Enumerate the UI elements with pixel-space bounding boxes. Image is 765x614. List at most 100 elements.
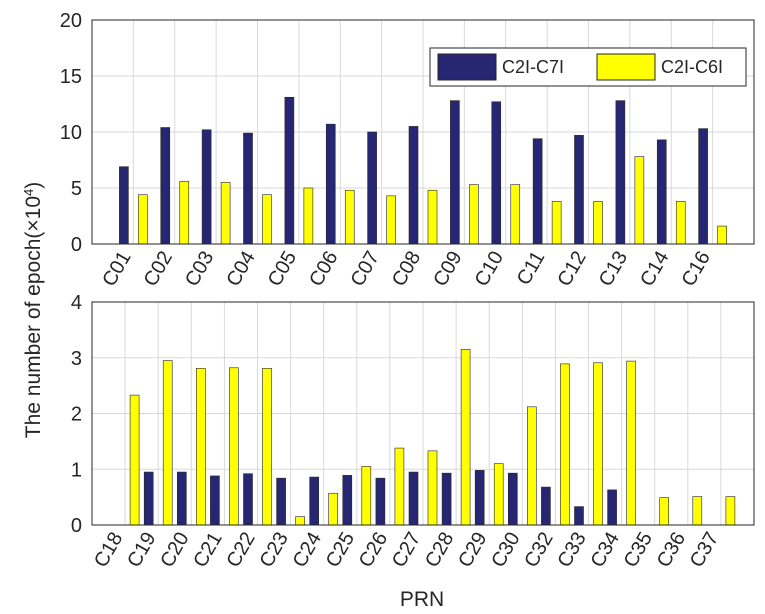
top-bar-series2 bbox=[551, 201, 562, 245]
legend-swatch-series2 bbox=[596, 53, 656, 81]
top-bar-series2 bbox=[386, 195, 396, 245]
bottom-xtick-label: C26 bbox=[355, 529, 392, 572]
y-axis-title-base: The number of epoch(×10 bbox=[22, 196, 45, 438]
bottom-bar-series2 bbox=[593, 362, 603, 526]
top-bar-series2 bbox=[344, 189, 355, 245]
top-bar-series1 bbox=[615, 100, 626, 245]
bottom-panel: 0 1 2 3 4 C18C19C20C21C22C23C24C25C26C27C28C2… bbox=[71, 292, 755, 572]
bottom-xtick-label: C25 bbox=[322, 529, 359, 572]
bottom-bar-series2 bbox=[493, 463, 504, 526]
top-bar-series1 bbox=[491, 101, 502, 245]
bottom-bar-series2 bbox=[162, 360, 173, 526]
legend-swatch-series1 bbox=[437, 53, 497, 81]
top-bar-series2 bbox=[427, 189, 438, 245]
top-xtick-label: C10 bbox=[471, 248, 508, 291]
bottom-xtick-label: C20 bbox=[156, 529, 193, 572]
top-bar-series2 bbox=[675, 201, 686, 245]
top-ytick-label: 0 bbox=[71, 234, 82, 256]
bottom-bar-series1 bbox=[607, 489, 617, 526]
legend-label-series2: C2I-C6I bbox=[661, 57, 723, 77]
top-xtick-label: C14 bbox=[636, 248, 673, 291]
top-xtick-label: C03 bbox=[181, 248, 218, 291]
bottom-bar-series1 bbox=[210, 475, 220, 526]
top-bar-series1 bbox=[656, 139, 667, 245]
bottom-ytick-label: 3 bbox=[71, 348, 82, 370]
legend-label-series1: C2I-C7I bbox=[502, 57, 564, 77]
bottom-axes-frame bbox=[91, 301, 755, 526]
bottom-bar-series2 bbox=[229, 367, 239, 526]
y-axis-title: The number of epoch(×104) bbox=[21, 182, 46, 438]
bottom-bar-series1 bbox=[574, 506, 584, 526]
top-bar-series2 bbox=[138, 194, 148, 245]
top-bar-series1 bbox=[532, 138, 543, 245]
top-ytick-label: 15 bbox=[60, 66, 82, 88]
bottom-bar-series1 bbox=[441, 472, 452, 526]
bottom-bar-series2 bbox=[526, 406, 537, 526]
legend: C2I-C7I C2I-C6I bbox=[429, 47, 747, 87]
top-bar-series1 bbox=[201, 129, 212, 245]
top-xtick-label: C04 bbox=[222, 248, 259, 291]
bottom-bar-series2 bbox=[725, 496, 736, 526]
bottom-bar-series1 bbox=[474, 470, 485, 526]
bottom-bar-series1 bbox=[143, 471, 154, 526]
bottom-bar-series1 bbox=[541, 486, 551, 526]
y-axis-title-exponent: 4 bbox=[21, 189, 36, 196]
bottom-bar-series1 bbox=[177, 471, 187, 526]
bottom-xtick-label: C27 bbox=[388, 529, 425, 572]
top-bar-series1 bbox=[408, 126, 419, 245]
bottom-xtick-label: C32 bbox=[520, 529, 557, 572]
top-bar-series1 bbox=[574, 135, 584, 245]
bottom-bar-series2 bbox=[626, 360, 636, 526]
bottom-xtick-label: C18 bbox=[90, 529, 127, 572]
bottom-bar-series1 bbox=[243, 473, 253, 526]
top-bar-series2 bbox=[593, 201, 603, 245]
top-bar-series1 bbox=[119, 166, 129, 245]
top-bar-series2 bbox=[179, 180, 190, 245]
x-axis-title: PRN bbox=[400, 588, 444, 611]
bottom-bar-series2 bbox=[295, 516, 305, 526]
top-ytick-label: 10 bbox=[60, 122, 82, 144]
bottom-bar-series2 bbox=[560, 363, 570, 526]
bottom-xtick-label: C22 bbox=[222, 529, 259, 572]
top-xtick-label: C09 bbox=[429, 248, 466, 291]
bottom-xtick-label: C21 bbox=[189, 529, 226, 572]
top-xtick-label: C05 bbox=[264, 248, 301, 291]
top-bar-series2 bbox=[634, 156, 645, 245]
top-xtick-label: C01 bbox=[98, 248, 135, 291]
top-xtick-label: C12 bbox=[553, 248, 590, 291]
bottom-bar-series2 bbox=[196, 368, 206, 526]
top-xtick-label: C11 bbox=[513, 248, 550, 290]
bottom-xtick-label: C24 bbox=[289, 529, 326, 572]
bottom-bar-series2 bbox=[394, 447, 405, 526]
y-axis-title-close: ) bbox=[22, 182, 45, 189]
top-bar-series1 bbox=[160, 127, 171, 245]
bottom-bar-series1 bbox=[276, 477, 286, 526]
top-bar-series1 bbox=[325, 123, 336, 245]
bottom-xtick-label: C35 bbox=[620, 529, 657, 572]
top-bar-series1 bbox=[284, 96, 295, 245]
top-xtick-label: C16 bbox=[678, 248, 715, 291]
bottom-xtick-label: C30 bbox=[487, 529, 524, 572]
top-xtick-label: C07 bbox=[347, 248, 384, 291]
top-bar-series2 bbox=[510, 184, 521, 245]
top-axes-frame bbox=[91, 19, 755, 245]
bottom-bar-series2 bbox=[427, 450, 438, 526]
bottom-bar-series2 bbox=[692, 496, 703, 526]
top-bar-series2 bbox=[303, 187, 314, 245]
top-bar-series2 bbox=[717, 225, 727, 245]
bottom-bar-series1 bbox=[309, 476, 320, 526]
bottom-bar-series2 bbox=[659, 497, 670, 526]
top-xtick-label: C08 bbox=[388, 248, 425, 291]
top-xtick-label: C02 bbox=[140, 248, 177, 291]
top-bar-series2 bbox=[262, 194, 272, 245]
top-xtick-label: C06 bbox=[305, 248, 342, 291]
top-bar-series2 bbox=[469, 184, 479, 245]
bottom-xtick-label: C34 bbox=[587, 529, 624, 572]
top-xtick-label: C13 bbox=[595, 248, 632, 291]
bottom-bar-series2 bbox=[460, 349, 471, 526]
top-ytick-label: 5 bbox=[71, 178, 82, 200]
top-bar-series1 bbox=[367, 131, 377, 245]
bottom-xtick-label: C23 bbox=[256, 529, 293, 572]
top-bar-series1 bbox=[243, 132, 253, 245]
